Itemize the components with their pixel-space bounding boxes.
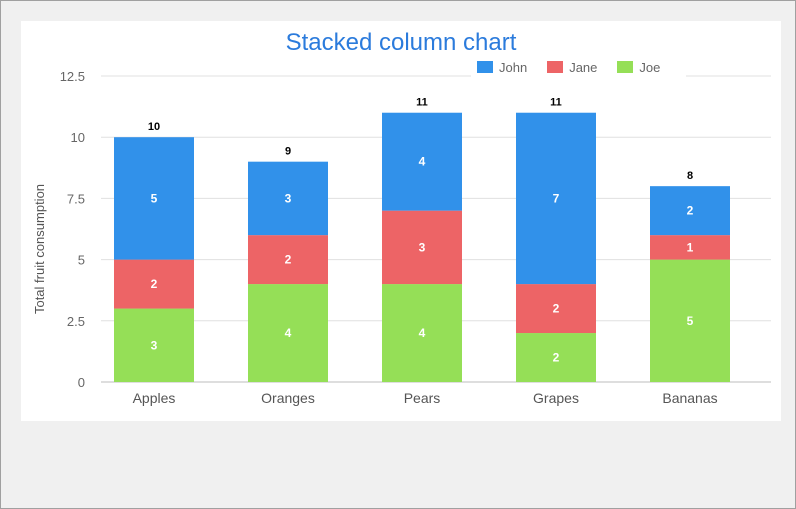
bar-segment-joe (114, 308, 194, 382)
x-tick-label: Grapes (533, 390, 579, 406)
data-label: 2 (553, 302, 560, 316)
data-label: 2 (151, 277, 158, 291)
data-label: 2 (687, 204, 694, 218)
legend-label: Joe (639, 59, 661, 75)
chart-card: 0 2.5 5 7.5 10 12.5 Total fruit consumption 3 2 5… (21, 21, 781, 421)
bar-segment-jane (382, 210, 462, 285)
y-tick-label: 7.5 (67, 191, 85, 206)
total-label: 11 (416, 97, 428, 109)
x-tick-label: Oranges (261, 390, 315, 406)
bar-segment-jane (650, 235, 730, 260)
y-tick-label: 10 (71, 130, 85, 145)
data-label: 4 (419, 326, 426, 340)
bar-segment-john (114, 137, 194, 260)
x-tick-label: Pears (404, 390, 441, 406)
bar-segment-jane (516, 284, 596, 334)
y-axis-label: Total fruit consumption (32, 184, 47, 314)
bar-segment-john (248, 161, 328, 236)
bar-segment-joe (650, 259, 730, 382)
x-tick-label: Apples (133, 390, 176, 406)
data-label: 7 (553, 191, 560, 205)
bar-segment-jane (248, 235, 328, 285)
data-label: 3 (151, 338, 158, 352)
y-tick-label: 12.5 (60, 69, 85, 84)
legend-item-joe[interactable]: Joe (617, 60, 660, 75)
y-tick-label: 2.5 (67, 314, 85, 329)
bar-segment-joe (516, 333, 596, 382)
data-label: 2 (553, 351, 560, 365)
x-tick-label: Bananas (662, 390, 717, 406)
stacked-column-chart: 0 2.5 5 7.5 10 12.5 Total fruit consumption 3 2 5… (32, 69, 771, 406)
data-label: 4 (285, 326, 292, 340)
data-label: 5 (151, 191, 158, 205)
legend-label: Jane (569, 59, 598, 75)
legend-swatch (477, 61, 493, 73)
data-label: 1 (687, 240, 694, 254)
data-label: 3 (285, 191, 292, 205)
chart-legend: John Jane Joe (471, 56, 687, 78)
legend-item-john[interactable]: John (477, 60, 527, 75)
bar-segment-john (382, 112, 462, 211)
data-label: 3 (419, 240, 426, 254)
legend-swatch (547, 61, 564, 73)
data-label: 2 (285, 253, 292, 267)
bar-segment-john (650, 186, 730, 236)
data-label: 4 (419, 155, 426, 169)
legend-label: John (499, 59, 528, 75)
total-label: 8 (687, 170, 693, 182)
chart-title: Stacked column chart (285, 29, 517, 56)
total-label: 11 (550, 97, 562, 109)
y-tick-label: 5 (78, 253, 85, 268)
bar-segment-jane (114, 259, 194, 309)
total-label: 9 (285, 146, 291, 158)
y-tick-label: 0 (78, 375, 85, 390)
bar-segment-joe (382, 284, 462, 382)
bar-segment-john (516, 112, 596, 285)
data-label: 5 (687, 314, 694, 328)
bar-segment-joe (248, 284, 328, 382)
legend-item-jane[interactable]: Jane (547, 60, 597, 75)
total-label: 10 (148, 121, 160, 133)
legend-swatch (617, 61, 634, 73)
